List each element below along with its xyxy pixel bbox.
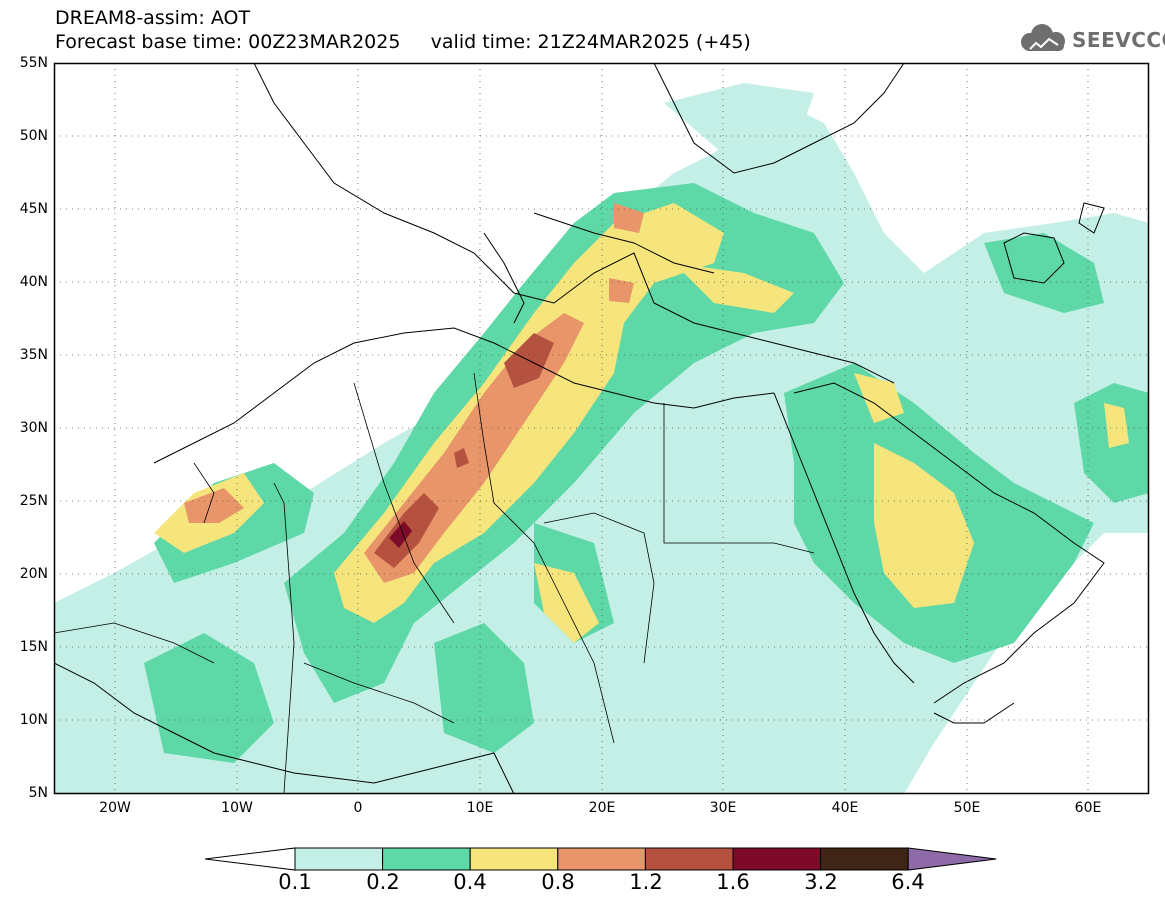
lat-label: 45N: [19, 201, 48, 217]
lat-label: 40N: [19, 274, 48, 290]
coastlines: [54, 63, 1105, 794]
lon-label: 10W: [221, 800, 253, 816]
lon-label: 60E: [1074, 800, 1102, 816]
political-borders: [54, 372, 815, 794]
legend-label: 1.6: [716, 870, 750, 894]
legend-label: 0.2: [366, 870, 400, 894]
legend-swatch: [294, 847, 384, 871]
legend-label: 0.1: [278, 870, 312, 894]
lat-label: 55N: [19, 55, 48, 71]
lat-label: 10N: [19, 712, 48, 728]
legend-label: 0.4: [453, 870, 487, 894]
logo-text: SEEVCCC: [1072, 28, 1165, 52]
legend-label: 0.8: [541, 870, 575, 894]
legend-label: 1.2: [629, 870, 663, 894]
lat-label: 30N: [19, 420, 48, 436]
legend-swatch: [469, 847, 559, 871]
lon-label: 30E: [709, 800, 737, 816]
color-bar-legend: [205, 847, 997, 871]
legend-swatch: [382, 847, 471, 871]
lon-label: 50E: [953, 800, 981, 816]
lon-label: 0: [353, 800, 363, 816]
lat-label: 20N: [19, 566, 48, 582]
legend-swatch-below: [205, 847, 296, 871]
forecast-time-subtitle: Forecast base time: 00Z23MAR2025 valid t…: [55, 31, 751, 53]
legend-swatch: [644, 847, 734, 871]
legend-label: 6.4: [891, 870, 925, 894]
legend-swatch-above: [907, 847, 997, 871]
legend-swatch: [557, 847, 646, 871]
lon-label: 40E: [831, 800, 859, 816]
lat-label: 25N: [19, 493, 48, 509]
aot-map: [53, 62, 1150, 795]
legend-label: 3.2: [804, 870, 838, 894]
graticule: [54, 63, 1149, 794]
lat-label: 5N: [28, 785, 48, 801]
lon-label: 20E: [588, 800, 616, 816]
cloud-icon: [1021, 24, 1065, 51]
lon-label: 10E: [466, 800, 494, 816]
seevccc-logo: [1021, 24, 1065, 51]
lat-label: 35N: [19, 347, 48, 363]
lat-label: 50N: [19, 128, 48, 144]
aot-band-1.6: [389, 521, 412, 548]
lon-label: 20W: [99, 800, 131, 816]
map-title: DREAM8-assim: AOT: [55, 7, 251, 29]
lat-label: 15N: [19, 639, 48, 655]
legend-swatch: [732, 847, 822, 871]
legend-swatch: [820, 847, 909, 871]
